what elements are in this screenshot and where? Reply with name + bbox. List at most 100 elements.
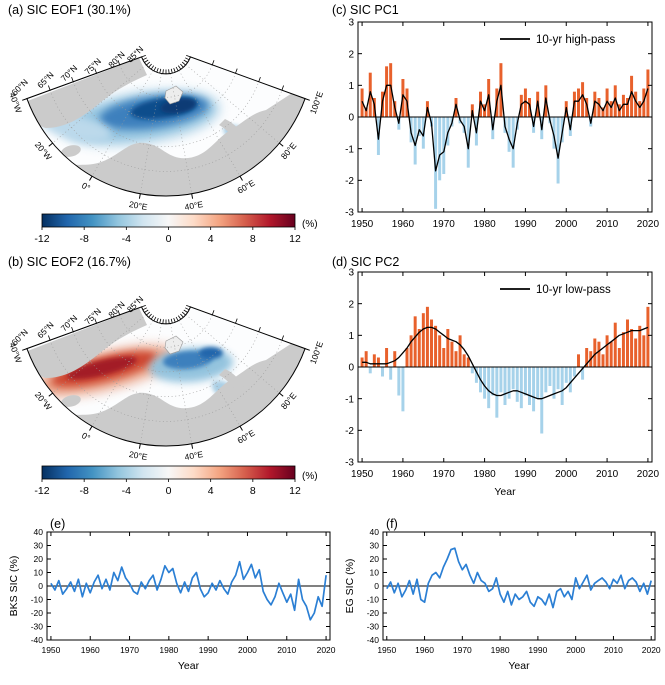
bks-ytick-label: 0 [38,581,43,591]
pc2-xlabel: Year [494,486,516,498]
colorbar-tick-label: 12 [289,485,301,497]
bks-plot: -40 -30 -20 -10 0 10 20 30 40 1950 1960 1970 1980 199… [8,527,336,672]
pc2-ytick-label: 2 [348,299,354,310]
panel-a-title: (a) SIC EOF1 (30.1%) [8,3,131,17]
panel-f-label: (f) [386,517,398,531]
eg-xtick-label: 2000 [566,645,585,655]
pc1-ytick-label: 3 [348,18,354,29]
eg-ytick-label: -20 [367,608,380,618]
eg-xtick-label: 1970 [453,645,472,655]
pc2-filtered-line [362,326,649,400]
colorbar-tick-label: 4 [208,233,214,245]
panel-c-title: (c) SIC PC1 [332,3,399,17]
eg-plot: -40 -30 -20 -10 0 10 20 30 40 1950 1960 1970 1980 199… [344,527,661,672]
lon-label: 80°E [279,140,299,161]
bks-xtick-label: 1980 [159,645,178,655]
eg-ytick-label: 30 [370,541,380,551]
pc2-xtick-label: 1970 [433,469,456,480]
pc1-bars [360,63,650,209]
graticule [49,64,283,194]
eg-xtick-label: 2010 [604,645,623,655]
land-iceland [61,395,81,407]
map-eof1: 60°N 65°N 70°N 75°N 80°N85°N40°W20°W0°20°E 40… [7,44,325,212]
panel-e-label: (e) [50,517,66,531]
bks-ytick-label: 20 [34,554,44,564]
land-greenland [26,308,147,378]
bks-ytick-label: -20 [31,608,44,618]
pc2-xtick-label: 1990 [514,469,537,480]
colorbar-tick-label: -4 [122,233,131,245]
eg-ytick-label: -30 [367,622,380,632]
bks-line [50,560,327,621]
bks-axes [46,531,331,641]
pc1-xtick-label: 2000 [555,219,578,230]
land-greenland [26,58,147,128]
pc1-xtick-label: 2010 [596,219,619,230]
map-body [26,56,306,197]
lon-label: 60°E [235,177,256,195]
pc2-xtick-label: 2010 [596,469,619,480]
chart-bks-sic: -40 -30 -20 -10 0 10 20 30 40 1950 1960 1970 1980 199… [8,527,336,672]
pc2-legend-label: 10-yr low-pass [536,284,611,296]
eg-xtick-label: 1960 [415,645,434,655]
bks-xtick-label: 1990 [199,645,218,655]
eg-ytick-label: 0 [374,581,379,591]
pc1-ytick-label: 2 [348,49,354,60]
lon-label: 80°E [279,390,299,411]
eg-ylabel: EG SIC (%) [344,559,356,614]
map-body [26,306,306,447]
lon-label: 40°W [7,341,24,364]
graticule [49,314,283,444]
colorbar-tick-label: -8 [79,233,88,245]
pc2-ytick-label: 0 [348,363,354,374]
pc2-ytick-label: -3 [345,458,354,469]
pc1-xtick-label: 1950 [351,219,374,230]
pc1-xtick-label: 1960 [392,219,415,230]
lon-label: 0° [80,180,92,193]
bks-xtick-label: 2000 [238,645,257,655]
pc1-legend-label: 10-yr high-pass [536,34,616,46]
bks-ytick-label: 30 [34,541,44,551]
pc2-ytick-label: -2 [345,426,354,437]
pc1-axes [357,21,653,213]
pc2-xtick-label: 1950 [351,469,374,480]
eg-line [386,547,653,609]
eg-ytick-label: 20 [370,554,380,564]
map-eof2: 60°N 65°N 70°N 75°N 80°N85°N40°W20°W0°20°E 40… [7,294,325,462]
pc1-ytick-label: 1 [348,81,354,92]
colorbar-tick-label: 12 [289,233,301,245]
bks-ytick-label: 10 [34,568,44,578]
lon-label: 100°E [308,340,325,366]
eg-xtick-label: 1980 [491,645,510,655]
colorbar-tick-label: 0 [166,233,172,245]
lon-label: 60°E [235,427,256,445]
lon-label: 20°E [128,199,148,212]
bks-xlabel: Year [178,660,200,672]
panel-b-title: (b) SIC EOF2 (16.7%) [8,255,131,269]
eg-xtick-label: 2020 [642,645,661,655]
lon-label: 20°W [33,390,54,412]
pc1-plot: -3 -2 -1 0 1 2 3 1950 1960 1970 1980 1990 2000 2010 20… [345,18,659,230]
pc2-ytick-label: -1 [345,394,354,405]
bks-ytick-label: -30 [31,622,44,632]
eg-ytick-label: -10 [367,595,380,605]
bks-ylabel: BKS SIC (%) [8,556,20,617]
pc1-ytick-label: -3 [345,208,354,219]
lon-label: 40°E [184,449,204,462]
colorbar-tick-label: 8 [250,233,256,245]
chart-eg-sic: -40 -30 -20 -10 0 10 20 30 40 1950 1960 1970 1980 199… [344,527,661,672]
colorbar-tick-label: -4 [122,485,131,497]
pc1-xtick-label: 2020 [637,219,660,230]
land-iceland [61,145,81,157]
lon-label: 20°W [33,140,54,162]
eg-ytick-label: 40 [370,527,380,537]
colorbar-gradient [41,213,296,228]
lon-label: 100°E [308,90,325,116]
pc2-xtick-label: 2020 [637,469,660,480]
pc2-ytick-label: 1 [348,331,354,342]
colorbar-tick-label: 0 [166,485,172,497]
lon-label: 0° [80,430,92,443]
colorbar-gradient [41,465,296,480]
colorbar-eof1: -12 -8 -4 0 4 8 12(%) [34,213,318,245]
